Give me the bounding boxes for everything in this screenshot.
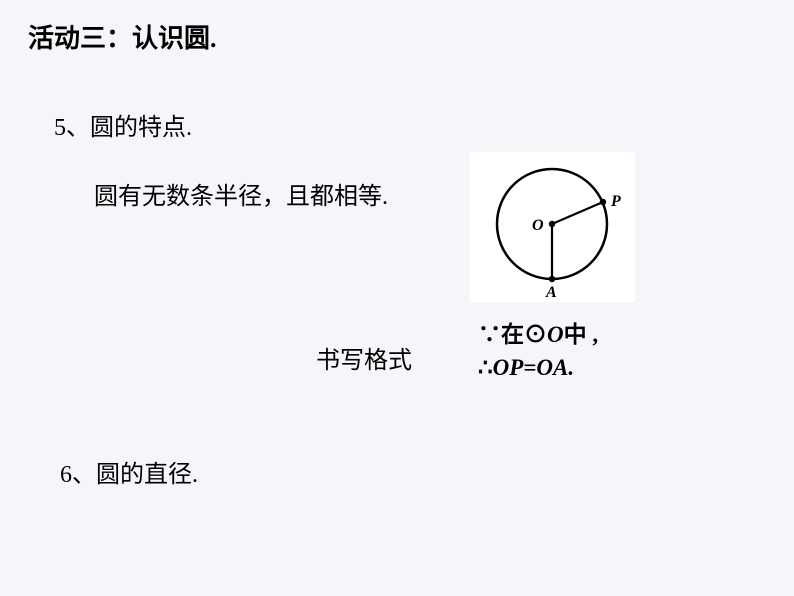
proof-line2-eq: OP=OA. — [493, 355, 574, 380]
writing-format-label: 书写格式 — [316, 340, 412, 375]
circle-diagram: O P A — [470, 152, 635, 302]
item-5-heading: 5、圆的特点. — [54, 107, 192, 142]
radius-property-sentence: 圆有无数条半径，且都相等. — [94, 176, 388, 211]
svg-text:P: P — [610, 193, 621, 210]
activity-title: 活动三：认识圆. — [28, 18, 217, 55]
proof-line1-text-a: 在⊙ — [501, 322, 547, 347]
therefore-symbol: ∴ — [478, 355, 493, 380]
svg-text:A: A — [545, 284, 557, 301]
proof-block: ∵在⊙O中 , ∴OP=OA. — [478, 318, 598, 385]
circle-svg: O P A — [470, 152, 635, 302]
svg-text:O: O — [532, 217, 544, 234]
proof-line1-O: O — [547, 322, 564, 347]
because-symbol: ∵ — [478, 322, 501, 347]
item-6-heading: 6、圆的直径. — [60, 454, 198, 489]
proof-line-1: ∵在⊙O中 , — [478, 318, 598, 351]
proof-line1-text-b: 中 , — [564, 322, 599, 347]
proof-line-2: ∴OP=OA. — [478, 351, 598, 384]
